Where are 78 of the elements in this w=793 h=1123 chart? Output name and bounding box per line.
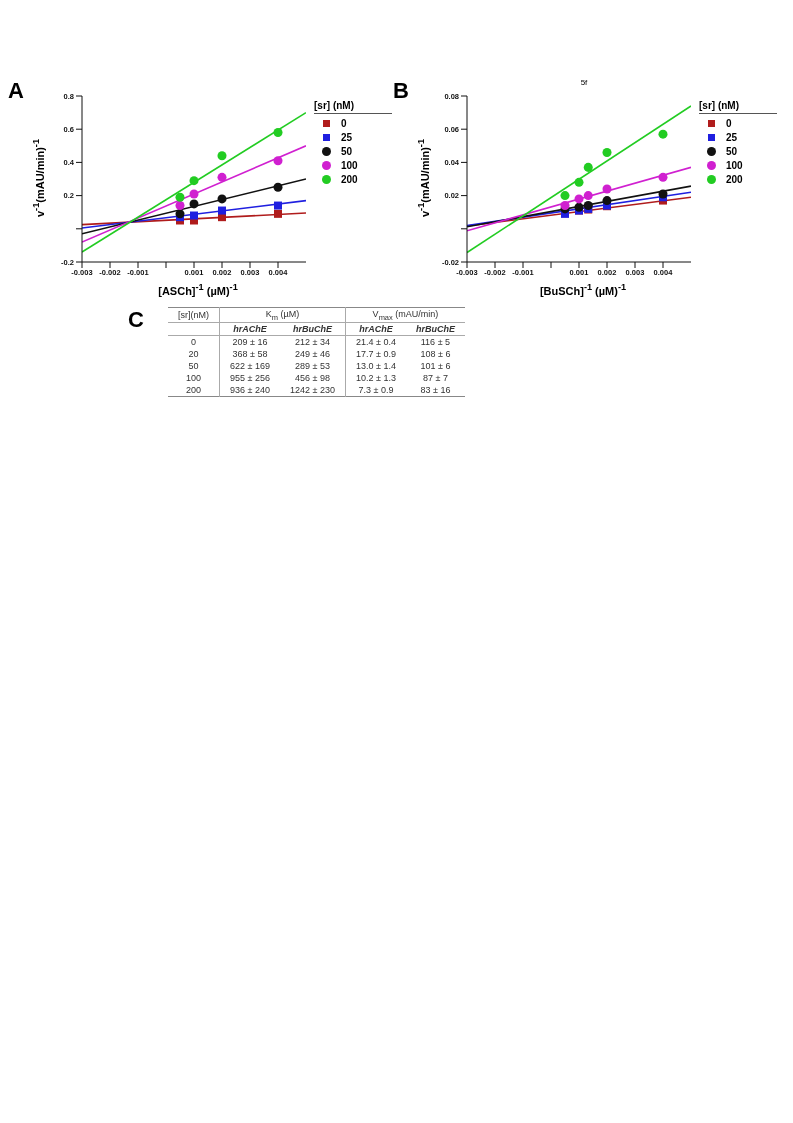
text: 108 ± 6	[420, 349, 451, 360]
point	[583, 162, 593, 172]
point	[602, 147, 612, 157]
text: 7.3 ± 0.9	[358, 385, 394, 396]
text: 17.7 ± 0.9	[355, 349, 396, 360]
text: 13.0 ± 1.4	[355, 361, 396, 372]
text: 1242 ± 230	[289, 385, 335, 396]
text: A	[8, 78, 24, 103]
point	[583, 191, 593, 201]
legend-label: 200	[341, 174, 358, 185]
point	[273, 156, 283, 166]
legend-label: 0	[341, 118, 347, 129]
text: 10.2 ± 1.3	[355, 373, 396, 384]
text: 209 ± 16	[232, 337, 268, 348]
text: K$_{m}$ (µM)	[265, 308, 300, 322]
x-axis-title: [BuSCh]$^{-1}$ (µM)$^{-1}$	[539, 282, 627, 297]
text: hrBuChE	[292, 324, 332, 335]
text: hrAChE	[359, 324, 393, 335]
point	[189, 199, 199, 209]
point	[574, 194, 584, 204]
x-axis-title: [ASCh]$^{-1}$ (µM)$^{-1}$	[158, 282, 238, 297]
legend-label: 50	[341, 146, 353, 157]
text: 100	[185, 373, 202, 384]
text: 249 ± 46	[294, 349, 330, 360]
point	[175, 201, 185, 211]
point	[189, 189, 199, 199]
text: [sr](nM)	[178, 310, 209, 321]
text: 456 ± 98	[294, 373, 330, 384]
point	[560, 191, 570, 201]
text: 622 ± 169	[230, 361, 270, 372]
point	[602, 184, 612, 194]
text: V$_{max}$ (mAU/min)	[372, 308, 439, 322]
point	[175, 209, 185, 219]
point	[189, 176, 199, 186]
text: 212 ± 34	[294, 337, 330, 348]
text: 955 ± 256	[230, 373, 270, 384]
legend-label: 100	[341, 160, 358, 171]
point	[274, 209, 282, 218]
text: 936 ± 240	[230, 385, 270, 396]
point	[574, 177, 584, 187]
text: 368 ± 58	[232, 349, 268, 360]
point	[274, 201, 282, 210]
text: hrBuChE	[415, 324, 455, 335]
legend-label: 0	[726, 118, 732, 129]
legend-label: 50	[726, 146, 738, 157]
point	[273, 182, 283, 192]
text: 20	[188, 349, 199, 360]
text: 200	[185, 385, 202, 396]
point	[217, 151, 227, 161]
text: 83 ± 16	[420, 385, 451, 396]
legend-title: [sr] (nM)	[699, 100, 739, 111]
text: 87 ± 7	[422, 373, 448, 384]
text: B	[393, 78, 409, 103]
legend-label: 25	[726, 132, 738, 143]
point	[175, 192, 185, 202]
text: 289 ± 53	[294, 361, 330, 372]
point	[658, 172, 668, 182]
legend-label: 100	[726, 160, 743, 171]
point	[273, 128, 283, 138]
text: 101 ± 6	[420, 361, 451, 372]
point	[190, 211, 198, 220]
chart-title: 5f	[580, 78, 588, 87]
text: 21.4 ± 0.4	[355, 337, 396, 348]
legend-label: 200	[726, 174, 743, 185]
point	[658, 189, 668, 199]
point	[218, 206, 226, 215]
point	[602, 196, 612, 206]
text: hrAChE	[233, 324, 267, 335]
text: 116 ± 5	[420, 337, 451, 348]
legend-label: 25	[341, 132, 353, 143]
point	[217, 172, 227, 182]
text: 50	[188, 361, 199, 372]
text: C	[128, 306, 144, 332]
point	[658, 129, 668, 139]
text: 0	[190, 337, 196, 348]
point	[217, 194, 227, 204]
point	[574, 202, 584, 212]
legend-title: [sr] (nM)	[314, 100, 354, 111]
